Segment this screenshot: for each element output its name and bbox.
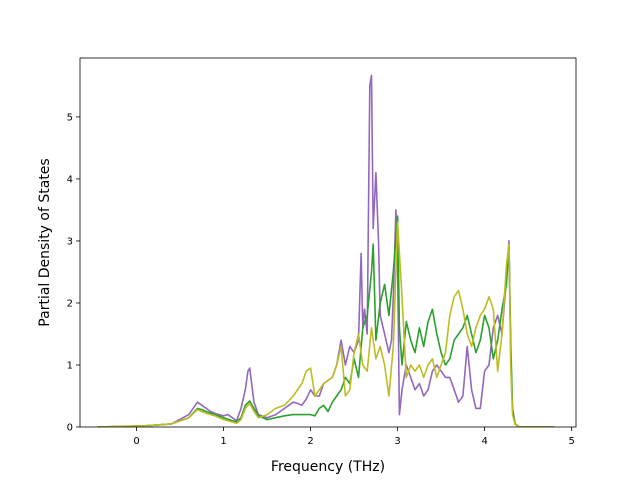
x-axis-label: Frequency (THz): [271, 459, 385, 475]
x-tick-label: 2: [307, 436, 313, 447]
y-tick-label: 2: [67, 298, 73, 309]
y-tick-label: 5: [67, 112, 73, 123]
series-line-2: [97, 215, 555, 427]
x-tick-label: 1: [220, 436, 226, 447]
x-tick-label: 3: [394, 436, 400, 447]
x-tick-label: 4: [481, 436, 487, 447]
y-tick-label: 0: [67, 423, 73, 434]
x-tick-label: 5: [568, 436, 574, 447]
y-tick-label: 1: [67, 360, 73, 371]
series-line-3: [97, 221, 555, 427]
x-tick-label: 0: [133, 436, 139, 447]
series-layer: [97, 74, 555, 427]
y-tick-label: 3: [67, 236, 73, 247]
y-axis-label: Partial Density of States: [37, 158, 53, 326]
series-line-1: [97, 74, 555, 427]
y-tick-label: 4: [67, 174, 73, 185]
plot-frame: [79, 57, 577, 428]
ticks-layer: 0 1 2 3 4 5 0 1 2 3 4 5: [67, 112, 575, 447]
